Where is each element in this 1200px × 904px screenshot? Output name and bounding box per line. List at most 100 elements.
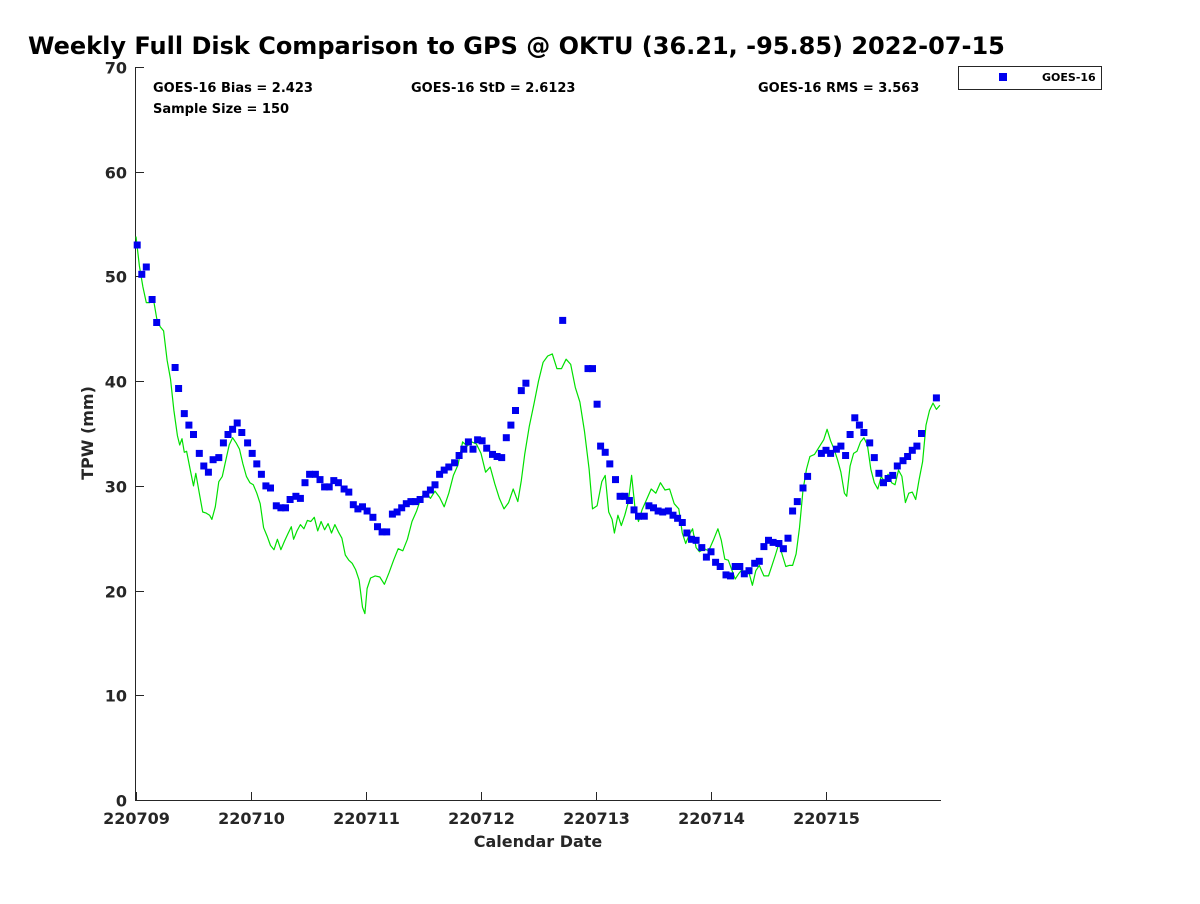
x-tick-label: 220715 xyxy=(793,809,860,828)
goes-16-point xyxy=(369,513,377,521)
goes-16-point xyxy=(789,507,797,515)
goes-16-point xyxy=(621,492,629,500)
legend: GOES-16 xyxy=(958,66,1102,90)
goes-16-point xyxy=(804,472,812,480)
goes-16-point xyxy=(325,483,333,491)
goes-16-point xyxy=(517,387,525,395)
legend-marker xyxy=(999,73,1007,81)
goes-16-point xyxy=(612,476,619,484)
goes-16-point xyxy=(224,431,232,438)
y-tick-label: 10 xyxy=(105,687,127,706)
goes-16-point xyxy=(650,504,657,512)
goes-16-point xyxy=(498,454,506,462)
goes-16-point xyxy=(584,365,592,373)
goes-16-point xyxy=(292,492,300,500)
goes-16-point xyxy=(416,496,424,503)
goes-16-point xyxy=(630,506,638,514)
goes-16-point xyxy=(755,557,763,565)
goes-16-point xyxy=(171,364,179,371)
goes-16-point xyxy=(451,459,459,467)
goes-16-point xyxy=(722,571,730,579)
goes-16-point xyxy=(908,446,916,454)
goes-16-point xyxy=(640,512,648,520)
x-tick-label: 220711 xyxy=(333,809,400,828)
goes-16-point xyxy=(345,488,353,496)
goes-16-point xyxy=(200,462,208,470)
goes-16-point xyxy=(712,558,720,566)
legend-box xyxy=(958,66,1102,90)
goes-16-point xyxy=(138,270,146,278)
goes-16-point xyxy=(306,470,314,478)
x-tick-label: 220714 xyxy=(678,809,745,828)
goes-16-point xyxy=(889,471,897,479)
y-tick-label: 60 xyxy=(105,164,127,183)
goes-16-point xyxy=(799,484,807,492)
goes-16-point xyxy=(436,470,444,478)
goes-16-point xyxy=(875,469,883,477)
goes-16-point xyxy=(827,449,835,457)
goes-16-point xyxy=(133,241,141,249)
y-axis-label: TPW (mm) xyxy=(78,386,97,480)
x-tick-label: 220710 xyxy=(218,809,285,828)
goes-16-point xyxy=(832,445,840,453)
goes-16-point xyxy=(262,482,270,490)
goes-16-point xyxy=(784,534,792,542)
goes-16-point xyxy=(209,456,217,464)
goes-16-point xyxy=(904,453,912,460)
y-tick-label: 50 xyxy=(105,268,127,287)
goes-16-point xyxy=(736,563,744,570)
goes-16-point xyxy=(606,460,614,468)
goes-16-point xyxy=(727,572,734,580)
goes-16-point xyxy=(185,421,193,429)
goes-16-point xyxy=(422,490,430,498)
goes-16-point xyxy=(731,563,739,570)
goes-16-point xyxy=(751,559,759,567)
goes-16-point xyxy=(277,504,285,512)
goes-16-point xyxy=(932,394,940,402)
goes-16-point xyxy=(913,442,921,450)
goes-16-point xyxy=(745,567,753,575)
goes-16-point xyxy=(431,481,439,489)
goes-16-point xyxy=(559,316,567,324)
goes-16-point xyxy=(388,510,396,518)
goes-16-point xyxy=(616,492,624,500)
goes-16-point xyxy=(716,563,724,570)
goes-16-point xyxy=(402,500,410,508)
goes-16-point xyxy=(507,421,515,429)
goes-16-point xyxy=(597,442,605,450)
gps-series xyxy=(135,236,941,615)
goes-16-point xyxy=(489,450,496,458)
x-tick-label: 220709 xyxy=(103,809,170,828)
x-tick-label: 220712 xyxy=(448,809,515,828)
goes-16-point xyxy=(880,479,887,487)
goes-16-point xyxy=(153,319,161,326)
goes-16-point xyxy=(180,410,188,418)
goes-16-point xyxy=(702,553,710,561)
gps-line xyxy=(135,236,941,615)
goes-16-point xyxy=(601,448,609,456)
goes-16-point xyxy=(219,439,227,447)
goes-16-point xyxy=(296,494,304,502)
y-tick-label: 20 xyxy=(105,583,127,602)
goes-16-point xyxy=(866,439,874,447)
goes-16-point xyxy=(664,507,672,515)
y-tick-label: 30 xyxy=(105,478,127,497)
goes-16-point xyxy=(589,365,596,373)
goes-16-point xyxy=(469,445,477,453)
rms-stat: GOES-16 RMS = 3.563 xyxy=(758,81,919,96)
goes-16-point xyxy=(316,476,324,484)
goes-16-point xyxy=(474,436,482,444)
std-stat: GOES-16 StD = 2.6123 xyxy=(411,81,575,96)
goes-16-point xyxy=(411,498,419,506)
y-axis-ticks: 0 10 20 30 40 50 60 70 xyxy=(105,59,144,811)
goes-16-point xyxy=(311,470,319,478)
goes-16-point xyxy=(175,385,183,392)
goes-16-point xyxy=(740,570,748,578)
goes-16-point xyxy=(301,479,309,487)
goes-16-point xyxy=(870,454,878,462)
goes-16-point xyxy=(363,507,371,515)
goes-16-point xyxy=(215,454,223,462)
goes-16-point xyxy=(359,503,366,511)
goes-16-point xyxy=(464,438,472,446)
